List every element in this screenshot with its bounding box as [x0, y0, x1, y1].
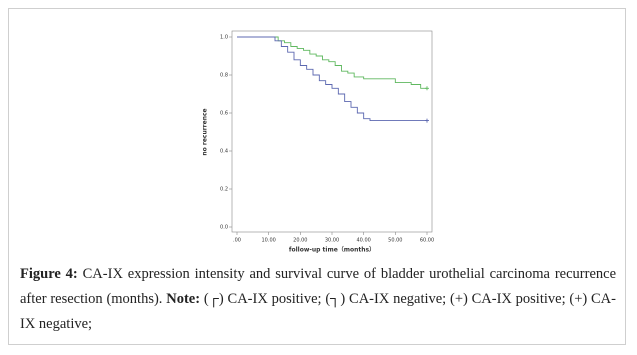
x-tick-label: 30.00 [325, 238, 339, 244]
y-tick-label: 0.2 [220, 187, 228, 193]
note-item: (┐) CA-IX negative; [325, 291, 447, 307]
y-tick-label: 1.0 [220, 35, 228, 41]
x-tick-label: 60.00 [420, 238, 434, 244]
figure-frame [8, 8, 626, 345]
censor-mark [425, 86, 429, 91]
caption: Figure 4: CA-IX expression intensity and… [20, 262, 616, 337]
censor-mark [425, 118, 429, 123]
x-axis-label: follow-up time（months） [289, 246, 375, 254]
caption-label: Figure 4: [20, 266, 78, 282]
x-tick-label: 40.00 [357, 238, 371, 244]
x-tick-label: 50.00 [388, 238, 402, 244]
y-tick-label: 0.6 [220, 111, 228, 117]
x-tick-label: 10.00 [262, 238, 276, 244]
y-axis-label: no recurrence [202, 108, 209, 155]
note-item: (+) CA-IX negative; [20, 291, 616, 332]
x-tick-label: 20.00 [293, 238, 307, 244]
y-tick-label: 0.8 [220, 73, 228, 79]
caption-text: CA-IX expression intensity and survival … [20, 266, 617, 307]
note-item: (┌) CA-IX positive; [203, 291, 322, 307]
plot-area [231, 30, 433, 233]
survival-curve [237, 36, 427, 89]
chart: no recurrence follow-up time（months） 0.0… [202, 30, 434, 254]
survival-curve [237, 36, 427, 122]
y-tick-label: 0.4 [220, 149, 228, 155]
y-tick-label: 0.0 [220, 225, 228, 231]
x-tick-label: .00 [233, 238, 241, 244]
note-item: (+) CA-IX positive; [450, 291, 566, 307]
note-label: Note: [166, 291, 201, 307]
